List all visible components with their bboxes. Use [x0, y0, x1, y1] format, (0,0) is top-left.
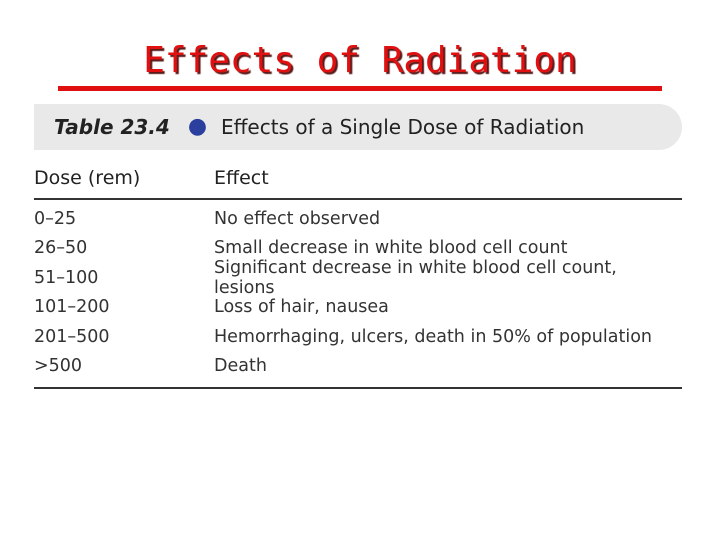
dose-cell: 201–500 [34, 326, 110, 347]
dose-cell: 51–100 [34, 267, 99, 288]
table-row: >500 Death [34, 352, 682, 382]
table-caption-banner: Table 23.4 ● Effects of a Single Dose of… [34, 104, 682, 150]
table-number: Table 23.4 [54, 115, 170, 139]
table-row: 0–25 No effect observed [34, 204, 682, 234]
header-effect: Effect [214, 167, 269, 189]
table-body: 0–25 No effect observed 26–50 Small decr… [34, 200, 682, 389]
bullet-icon: ● [187, 114, 208, 139]
effect-cell: Significant decrease in white blood cell… [214, 257, 617, 298]
header-dose: Dose (rem) [34, 167, 141, 189]
table-header-row: Dose (rem) Effect [34, 158, 682, 200]
effect-cell: Death [214, 356, 267, 377]
table-row: 101–200 Loss of hair, nausea [34, 293, 682, 323]
table-caption: Effects of a Single Dose of Radiation [221, 115, 585, 139]
dose-cell: >500 [34, 356, 83, 377]
slide-title: Effects of Radiation [143, 40, 577, 81]
effect-cell: No effect observed [214, 208, 381, 229]
table-row: 201–500 Hemorrhaging, ulcers, death in 5… [34, 322, 682, 352]
dose-cell: 0–25 [34, 208, 77, 229]
effect-cell: Loss of hair, nausea [214, 297, 389, 318]
radiation-effects-table: Dose (rem) Effect 0–25 No effect observe… [34, 158, 682, 389]
dose-cell: 101–200 [34, 297, 110, 318]
table-row: 26–50 Small decrease in white blood cell… [34, 234, 682, 264]
dose-cell: 26–50 [34, 238, 88, 259]
table-row: 51–100 Significant decrease in white blo… [34, 258, 682, 298]
effect-cell: Hemorrhaging, ulcers, death in 50% of po… [214, 326, 652, 347]
title-underline [58, 86, 662, 91]
effect-cell: Small decrease in white blood cell count [214, 238, 568, 259]
